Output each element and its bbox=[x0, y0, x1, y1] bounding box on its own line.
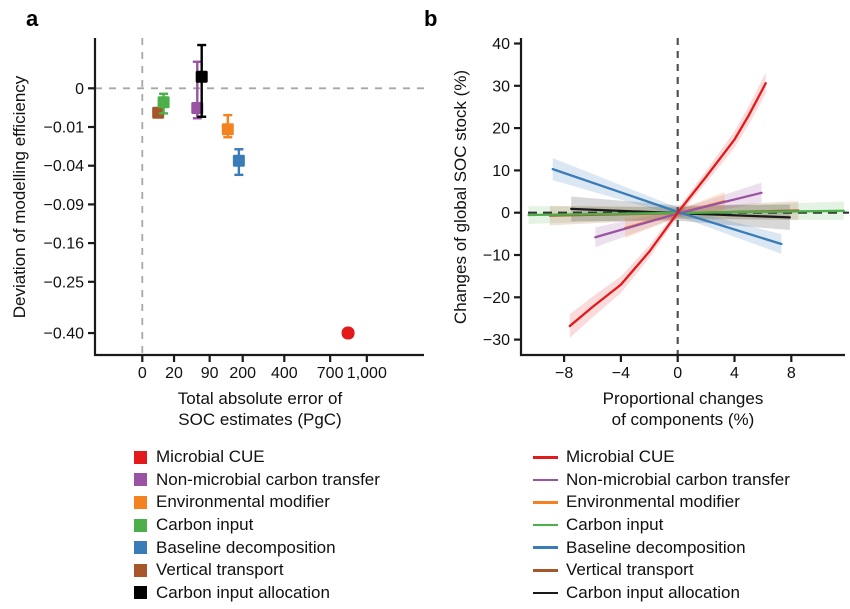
legend-swatch-square bbox=[134, 563, 147, 577]
legend-swatch-square bbox=[134, 473, 147, 487]
legend-item-label: Carbon input allocation bbox=[566, 582, 740, 602]
band-baseline-decomposition bbox=[552, 158, 782, 254]
legend-item-label: Carbon input allocation bbox=[156, 582, 330, 602]
legend-item-label: Vertical transport bbox=[156, 560, 284, 580]
point-baseline-decomposition bbox=[232, 154, 245, 167]
legend-item: Microbial CUE bbox=[134, 446, 380, 469]
panel-b-y-tick-label: −10 bbox=[483, 248, 510, 265]
legend-panel-a: Microbial CUE Non-microbial carbon transf… bbox=[134, 446, 380, 604]
legend-item-label: Non-microbial carbon transfer bbox=[156, 469, 380, 489]
panel-b-y-tick-label: −30 bbox=[483, 332, 510, 349]
point-non-microbial-carbon-transfer bbox=[191, 102, 204, 115]
legend-item: Environmental modifier bbox=[134, 491, 380, 514]
legend-item-label: Carbon input bbox=[156, 515, 254, 535]
legend-item: Carbon input bbox=[134, 514, 380, 537]
legend-item-label: Baseline decomposition bbox=[156, 537, 336, 557]
panel-b-y-tick-label: 0 bbox=[501, 205, 510, 222]
panel-a-x-tick-label: 20 bbox=[165, 365, 183, 382]
panel-b-x-tick-label: 8 bbox=[787, 365, 796, 382]
legend-item: Vertical transport bbox=[533, 559, 790, 582]
legend-item-label: Microbial CUE bbox=[156, 447, 265, 467]
point-carbon-input bbox=[157, 96, 170, 109]
panel-a-y-tick-label: −0.01 bbox=[44, 120, 85, 137]
panel-a-x-tick-label: 90 bbox=[201, 365, 219, 382]
legend-item: Non-microbial carbon transfer bbox=[134, 469, 380, 492]
series-line-microbial-cue bbox=[568, 82, 767, 328]
legend-item-label: Environmental modifier bbox=[566, 492, 740, 512]
panel-a-y-tick-label: 0 bbox=[75, 81, 84, 98]
panel-a-y-tick-label: −0.25 bbox=[44, 274, 85, 291]
legend-item: Non-microbial carbon transfer bbox=[533, 469, 790, 492]
panel-a-x-tick-label: 1,000 bbox=[347, 365, 387, 382]
panel-b-letter: b bbox=[424, 6, 438, 31]
legend-item: Carbon input bbox=[533, 514, 790, 537]
legend-item: Carbon input allocation bbox=[533, 582, 790, 605]
panel-b-x-axis-label-line2: of components (%) bbox=[612, 410, 755, 429]
legend-swatch-square bbox=[134, 450, 147, 464]
panel-b-x-tick-label: −4 bbox=[612, 365, 630, 382]
panel-b-x-tick-label: 4 bbox=[730, 365, 739, 382]
panel-a-y-tick-label: −0.40 bbox=[44, 326, 85, 343]
legend-swatch-line bbox=[533, 546, 558, 549]
legend-swatch-line bbox=[533, 501, 558, 504]
band-microbial-cue bbox=[569, 72, 766, 338]
legend-swatch-line bbox=[533, 523, 558, 527]
panel-a-axes bbox=[93, 38, 424, 357]
band-non-microbial-carbon-transfer bbox=[595, 182, 762, 248]
legend-item: Environmental modifier bbox=[533, 491, 790, 514]
panel-b-plot: 40 30 20 10 0 −10 −20 −30 −8 −4 0 4 8 Proportional ch… bbox=[451, 36, 849, 429]
legend-item-label: Microbial CUE bbox=[566, 447, 675, 467]
legend-swatch-line bbox=[533, 478, 558, 482]
legend-swatch-line bbox=[533, 456, 558, 459]
panel-a-plot: 0 −0.01 −0.04 −0.09 −0.16 −0.25 −0.40 0 20 90 200 4… bbox=[10, 38, 428, 429]
legend-swatch-square bbox=[134, 495, 147, 509]
panel-b-axes bbox=[519, 38, 845, 357]
panel-b-y-axis-label: Changes of global SOC stock (%) bbox=[451, 70, 470, 324]
legend-swatch-square bbox=[134, 518, 147, 532]
legend-item-label: Vertical transport bbox=[566, 560, 694, 580]
panel-b-y-tick-label: 30 bbox=[492, 78, 510, 95]
point-vertical-transport bbox=[152, 106, 165, 119]
legend-swatch-square bbox=[134, 586, 147, 600]
legend-swatch-line bbox=[533, 591, 558, 595]
panel-b-x-tick-label: 0 bbox=[673, 365, 682, 382]
panel-a-x-axis-label-line2: SOC estimates (PgC) bbox=[178, 410, 341, 429]
legend-swatch-line bbox=[533, 568, 558, 572]
legend-item-label: Carbon input bbox=[566, 515, 664, 535]
legend-item: Vertical transport bbox=[134, 559, 380, 582]
panel-a-letter: a bbox=[26, 6, 39, 31]
legend-item: Baseline decomposition bbox=[134, 536, 380, 559]
panel-b-y-tick-label: −20 bbox=[483, 290, 510, 307]
panel-a-y-tick-label: −0.16 bbox=[44, 236, 85, 253]
point-environmental-modifier bbox=[221, 123, 234, 136]
panel-b-x-axis-label-line1: Proportional changes bbox=[603, 389, 764, 408]
legend-item-label: Non-microbial carbon transfer bbox=[566, 469, 790, 489]
panel-a-x-axis-label-line1: Total absolute error of bbox=[178, 389, 343, 408]
legend-panel-b: Microbial CUE Non-microbial carbon transf… bbox=[533, 446, 790, 604]
legend-item: Baseline decomposition bbox=[533, 536, 790, 559]
panel-a-x-tick-label: 0 bbox=[138, 365, 147, 382]
figure-canvas: 0−0.01−0.04−0.09−0.16−0.25−0.400 20 90 200 4… bbox=[10, 36, 849, 429]
legend-swatch-square bbox=[134, 541, 147, 555]
panel-b-y-tick-label: 40 bbox=[492, 36, 510, 53]
point-microbial-cue bbox=[341, 326, 355, 340]
panel-a-y-tick-label: −0.09 bbox=[44, 197, 85, 214]
legend-item-label: Baseline decomposition bbox=[566, 537, 746, 557]
panel-a-x-tick-label: 200 bbox=[229, 365, 256, 382]
panel-b-x-tick-label: −8 bbox=[555, 365, 573, 382]
panel-b-y-tick-label: 10 bbox=[492, 163, 510, 180]
legend-item: Microbial CUE bbox=[533, 446, 790, 469]
panel-a-y-tick-label: −0.04 bbox=[44, 158, 85, 175]
legend-item: Carbon input allocation bbox=[134, 582, 380, 605]
point-carbon-input-allocation bbox=[195, 70, 208, 83]
legend-item-label: Environmental modifier bbox=[156, 492, 330, 512]
panel-a-x-tick-label: 400 bbox=[271, 365, 298, 382]
panel-a-y-axis-label: Deviation of modelling efficiency bbox=[10, 75, 29, 318]
panel-a-x-tick-label: 700 bbox=[317, 365, 344, 382]
panel-b-y-tick-label: 20 bbox=[492, 121, 510, 138]
